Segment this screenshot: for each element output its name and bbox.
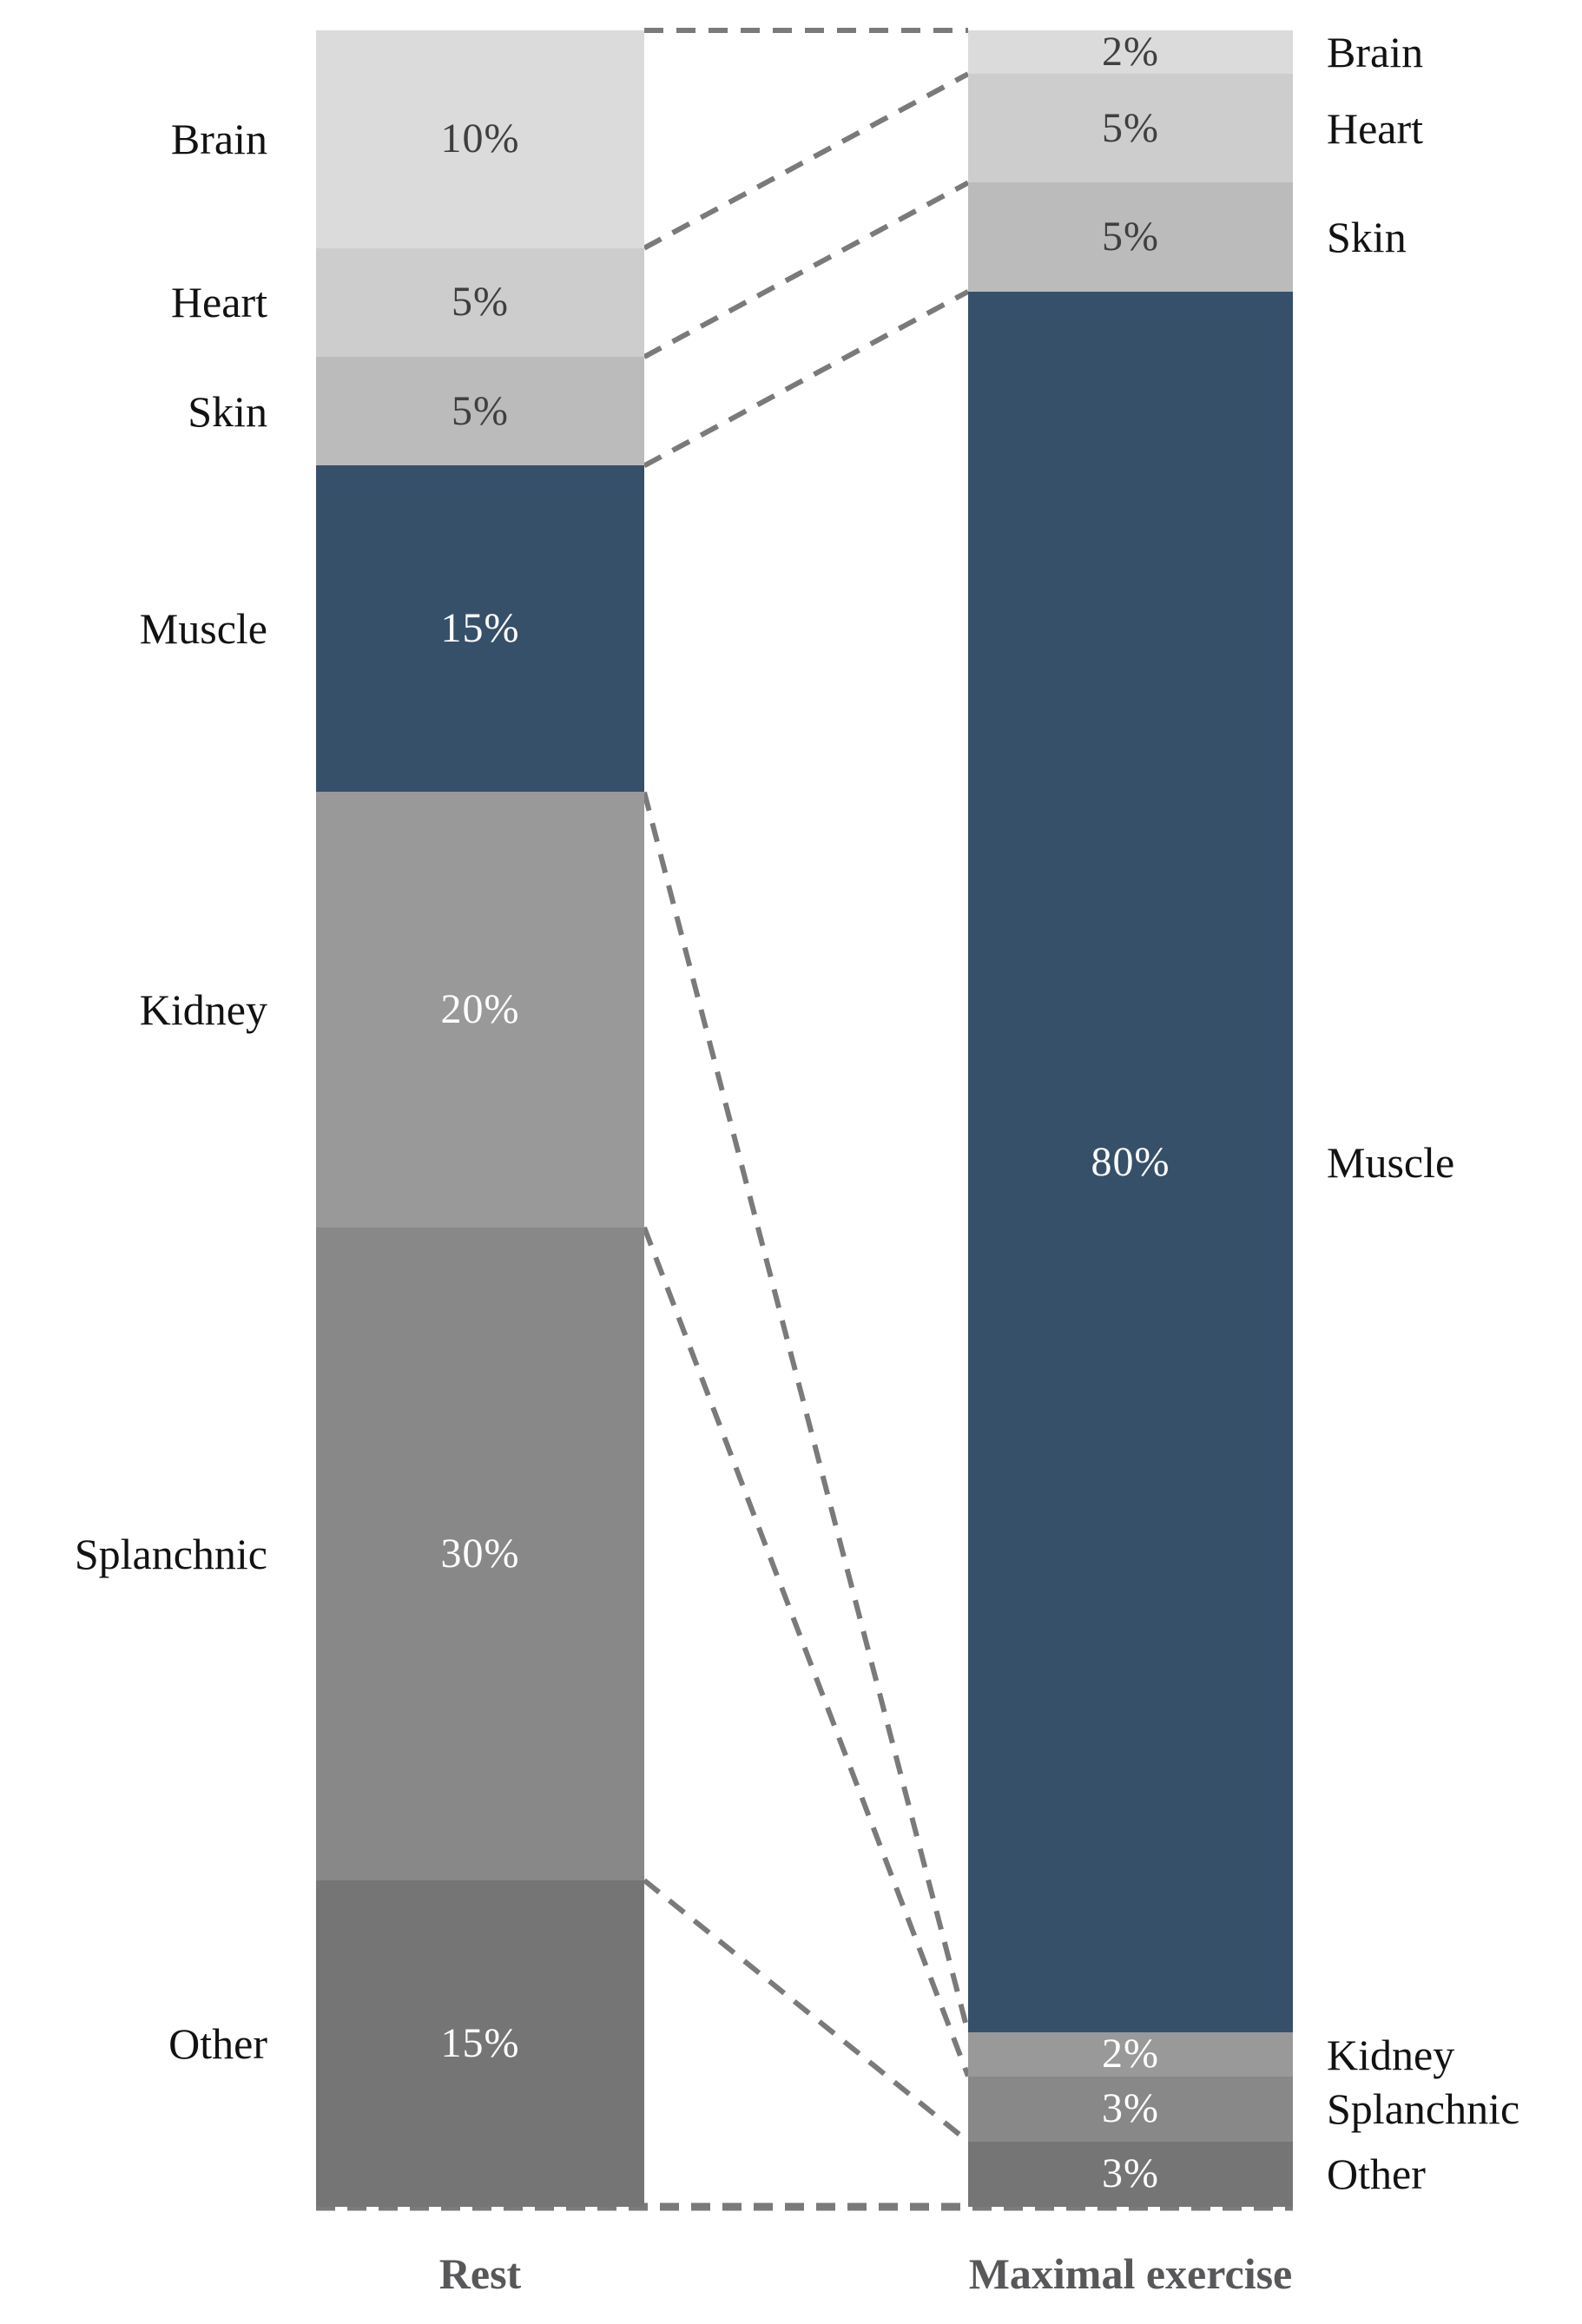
rest-label-brain: Brain (170, 115, 267, 164)
rest-bar-segment-brain: 10% (316, 30, 644, 248)
exercise-bar-value-brain: 2% (1102, 29, 1159, 76)
rest-bar-segment-splanchnic: 30% (316, 1227, 644, 1880)
rest-bar-value-kidney: 20% (440, 986, 520, 1033)
rest-bar-segment-heart: 5% (316, 247, 644, 358)
exercise-label-skin: Skin (1327, 213, 1407, 262)
exercise-bar-value-kidney: 2% (1102, 2031, 1159, 2077)
exercise-label-brain: Brain (1327, 28, 1424, 77)
connector-line-kidney-boundary (642, 1226, 971, 2077)
exercise-label-kidney: Kidney (1327, 2030, 1455, 2079)
rest-bar-value-muscle: 15% (440, 605, 520, 652)
rest-stacked-bar: 10% 5% 5% 15% 20% 30% 15% (316, 30, 644, 2207)
exercise-bar-value-other: 3% (1102, 2150, 1159, 2197)
rest-bar-segment-kidney: 20% (316, 792, 644, 1228)
exercise-bar-segment-brain: 2% (968, 29, 1293, 76)
exercise-stacked-bar: 2% 5% 5% 80% 2% 3% 3% (968, 30, 1293, 2207)
connector-line-muscle-boundary (642, 791, 971, 2034)
rest-bar-value-brain: 10% (440, 115, 520, 162)
rest-label-splanchnic: Splanchnic (74, 1529, 267, 1578)
rest-bar-segment-other: 15% (316, 1880, 644, 2207)
rest-bar-value-splanchnic: 30% (440, 1530, 520, 1577)
connector-line-skin-boundary (643, 289, 970, 469)
connector-line-heart-boundary (643, 180, 970, 359)
exercise-bar-segment-heart: 5% (968, 74, 1293, 183)
rest-label-other: Other (168, 2018, 267, 2068)
connector-line-brain-boundary (643, 71, 970, 251)
rest-bar-segment-muscle: 15% (316, 465, 644, 793)
rest-bar-value-skin: 5% (452, 387, 509, 434)
exercise-bar-segment-muscle: 80% (968, 291, 1293, 2033)
exercise-label-splanchnic: Splanchnic (1327, 2084, 1520, 2134)
exercise-bar-value-muscle: 80% (1091, 1138, 1170, 1185)
exercise-bar-segment-splanchnic: 3% (968, 2076, 1293, 2142)
rest-caption: Rest (438, 2249, 522, 2298)
exercise-bar-value-skin: 5% (1102, 214, 1159, 260)
rest-label-heart: Heart (170, 278, 267, 327)
exercise-bar-value-heart: 5% (1102, 104, 1159, 151)
exercise-caption: Maximal exercise (968, 2249, 1293, 2298)
connector-line-splanchnic-boundary (643, 1878, 970, 2144)
exercise-label-muscle: Muscle (1327, 1137, 1455, 1187)
exercise-label-other: Other (1327, 2150, 1426, 2199)
rest-bar-value-heart: 5% (452, 279, 509, 326)
exercise-label-heart: Heart (1327, 103, 1424, 153)
exercise-bar-segment-other: 3% (968, 2141, 1293, 2207)
rest-label-kidney: Kidney (139, 985, 267, 1035)
exercise-bar-value-splanchnic: 3% (1102, 2085, 1159, 2132)
exercise-bar-segment-kidney: 2% (968, 2031, 1293, 2077)
rest-label-muscle: Muscle (139, 604, 267, 654)
exercise-bar-segment-skin: 5% (968, 182, 1293, 292)
rest-bar-segment-skin: 5% (316, 357, 644, 466)
rest-bar-value-other: 15% (440, 2019, 520, 2066)
rest-label-skin: Skin (188, 386, 267, 436)
